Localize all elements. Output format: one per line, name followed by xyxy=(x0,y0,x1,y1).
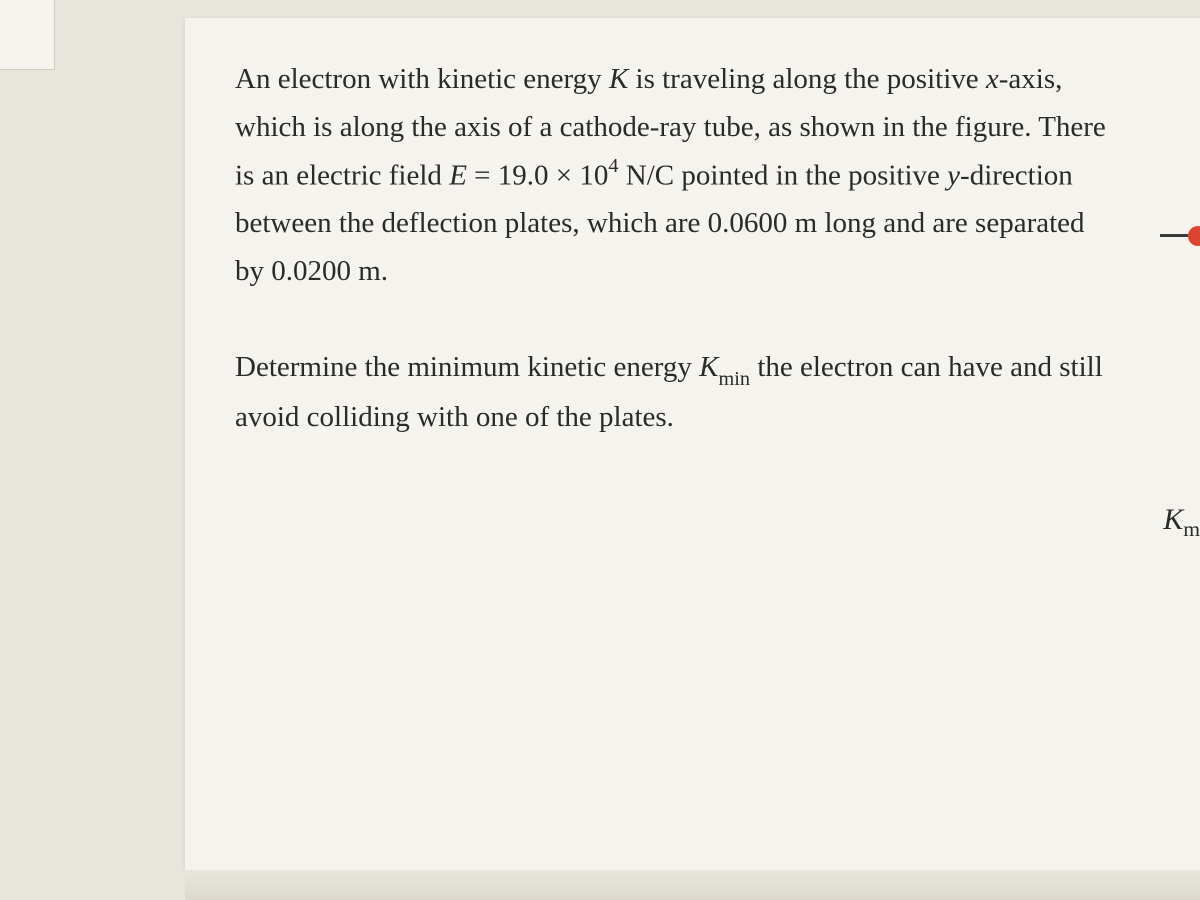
answer-K: K xyxy=(1163,503,1183,536)
figure-fragment xyxy=(1160,218,1200,248)
answer-label-Km: Km xyxy=(1163,503,1200,542)
trajectory-line-icon xyxy=(1160,234,1188,237)
electron-dot-icon xyxy=(1188,226,1200,246)
text-segment: N/C pointed in the positive xyxy=(619,159,948,191)
problem-question-paragraph: Determine the minimum kinetic energy Kmi… xyxy=(235,344,1115,442)
variable-Kmin-sub: min xyxy=(719,368,751,390)
page-corner-fold xyxy=(0,0,55,70)
variable-K: K xyxy=(609,63,628,95)
text-segment: An electron with kinetic energy xyxy=(235,63,609,95)
variable-y: y xyxy=(947,159,960,191)
equals-sign: = xyxy=(467,159,498,191)
problem-card: An electron with kinetic energy K is tra… xyxy=(185,18,1200,870)
variable-x: x xyxy=(986,63,999,95)
text-segment: Determine the minimum kinetic energy xyxy=(235,351,699,383)
answer-K-sub: m xyxy=(1183,517,1200,541)
variable-Kmin-K: K xyxy=(699,351,718,383)
efield-value: 19.0 × 10 xyxy=(498,159,609,191)
efield-exponent: 4 xyxy=(608,155,618,177)
page-bottom-shadow xyxy=(185,870,1200,900)
text-segment: is traveling along the positive xyxy=(628,63,986,95)
variable-E: E xyxy=(449,159,467,191)
problem-setup-paragraph: An electron with kinetic energy K is tra… xyxy=(235,56,1115,296)
problem-text-block: An electron with kinetic energy K is tra… xyxy=(235,56,1115,442)
